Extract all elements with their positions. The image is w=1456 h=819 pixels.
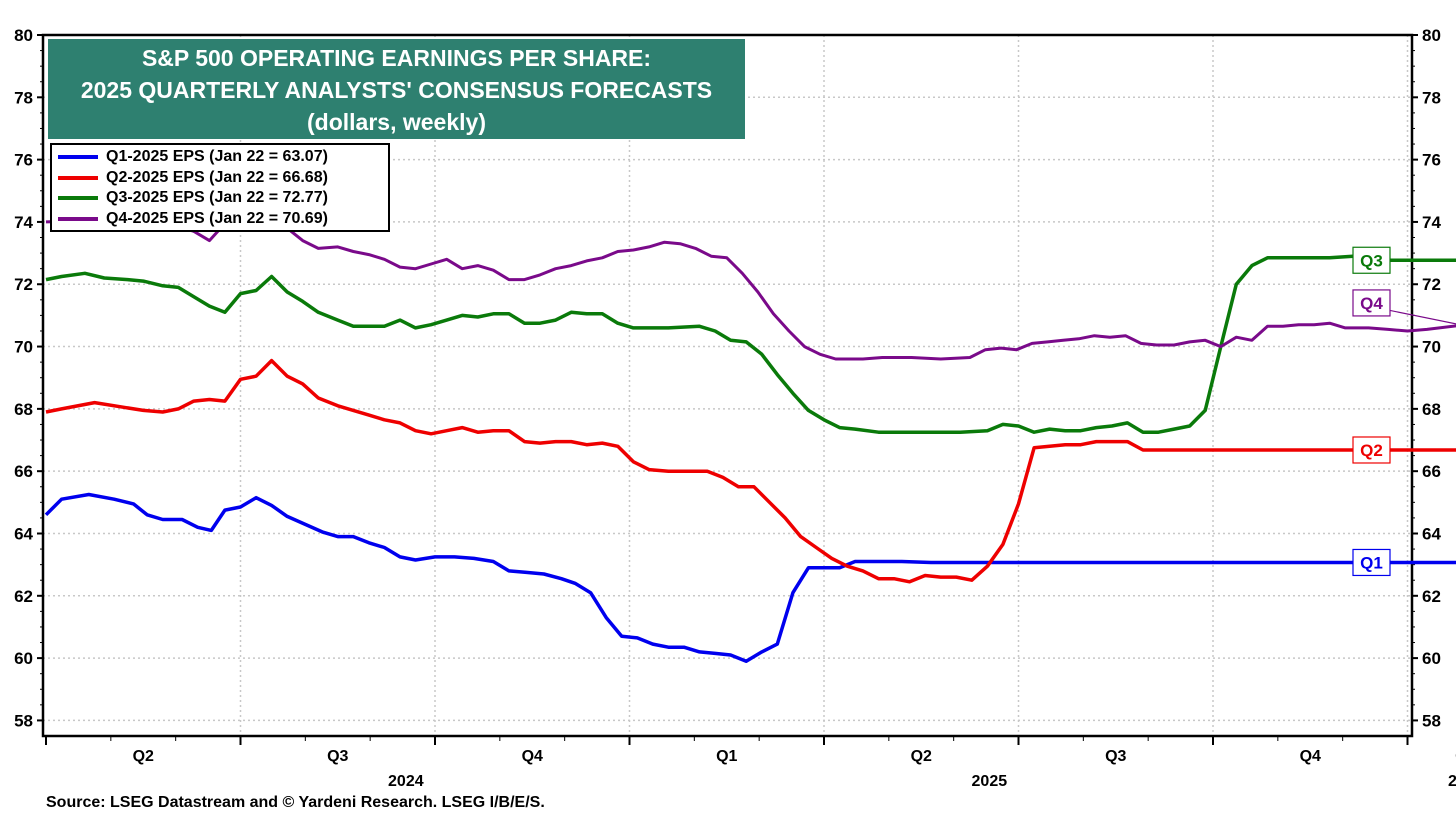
legend-swatch-q3 [58, 196, 98, 201]
y-tick-label-left: 68 [14, 400, 33, 419]
series-line-q1 [44, 492, 1456, 663]
y-tick-label-left: 66 [14, 462, 33, 481]
x-year-label: 2024 [388, 773, 424, 790]
y-tick-label-right: 64 [1422, 524, 1441, 543]
source-note: Source: LSEG Datastream and © Yardeni Re… [46, 794, 545, 811]
end-label-q2: Q2 [1360, 441, 1383, 460]
legend-label-q1: Q1-2025 EPS (Jan 22 = 63.07) [106, 148, 328, 166]
plot-frame [41, 33, 1414, 738]
end-label-q1: Q1 [1360, 553, 1383, 572]
chart-legend: Q1-2025 EPS (Jan 22 = 63.07) Q2-2025 EPS… [50, 143, 390, 232]
legend-swatch-q4 [58, 216, 98, 221]
y-tick-label-left: 80 [14, 26, 33, 45]
x-quarter-label: Q3 [327, 748, 348, 765]
legend-item-q2: Q2-2025 EPS (Jan 22 = 66.68) [58, 168, 382, 189]
end-label-box-q1 [1352, 548, 1391, 577]
y-tick-label-left: 58 [14, 711, 33, 730]
chart-title-line-2: 2025 QUARTERLY ANALYSTS' CONSENSUS FOREC… [80, 77, 713, 103]
x-quarter-label: Q2 [133, 748, 154, 765]
legend-label-q3: Q3-2025 EPS (Jan 22 = 72.77) [106, 189, 328, 207]
legend-label-q2: Q2-2025 EPS (Jan 22 = 66.68) [106, 168, 328, 186]
y-tick-label-left: 70 [14, 338, 33, 357]
end-label-q3: Q3 [1360, 251, 1383, 270]
legend-item-q3: Q3-2025 EPS (Jan 22 = 72.77) [58, 188, 382, 209]
x-year-label: 2025 [972, 773, 1008, 790]
series-line-q4 [45, 217, 1456, 361]
legend-swatch-q1 [58, 155, 98, 160]
y-tick-label-left: 62 [14, 587, 33, 606]
x-quarter-label: Q1 [716, 748, 737, 765]
y-tick-label-right: 58 [1422, 711, 1441, 730]
y-tick-label-left: 64 [14, 524, 33, 543]
y-tick-label-right: 70 [1422, 338, 1441, 357]
x-quarter-label: Q3 [1105, 748, 1126, 765]
series-line-q3 [45, 254, 1456, 434]
chart-title-line-3: (dollars, weekly) [307, 109, 486, 135]
y-tick-label-right: 74 [1422, 213, 1441, 232]
end-label-box-q2 [1352, 436, 1391, 464]
legend-swatch-q2 [58, 175, 98, 180]
y-tick-label-right: 60 [1422, 649, 1441, 668]
legend-item-q4: Q4-2025 EPS (Jan 22 = 70.69) [58, 209, 382, 230]
legend-label-q4: Q4-2025 EPS (Jan 22 = 70.69) [106, 209, 328, 227]
y-tick-label-left: 60 [14, 649, 33, 668]
chart-title-box: S&P 500 OPERATING EARNINGS PER SHARE: 20… [48, 39, 745, 139]
y-tick-label-left: 76 [14, 151, 33, 170]
series-line-q2 [45, 358, 1456, 584]
y-tick-label-right: 76 [1422, 151, 1441, 170]
y-tick-label-left: 72 [14, 275, 33, 294]
end-label-box-q4 [1352, 289, 1391, 317]
x-quarter-label: Q4 [522, 748, 543, 765]
x-quarter-label: Q4 [1300, 748, 1321, 765]
end-label-box-q3 [1352, 246, 1391, 274]
legend-item-q1: Q1-2025 EPS (Jan 22 = 63.07) [58, 147, 382, 168]
y-tick-label-right: 72 [1422, 275, 1441, 294]
y-tick-label-left: 74 [14, 213, 33, 232]
x-year-label: 2026 [1448, 773, 1456, 790]
end-label-q4: Q4 [1360, 294, 1383, 313]
y-tick-label-right: 80 [1422, 26, 1441, 45]
y-tick-label-right: 78 [1422, 88, 1441, 107]
y-tick-label-right: 68 [1422, 400, 1441, 419]
y-tick-label-right: 62 [1422, 587, 1441, 606]
x-quarter-label: Q2 [911, 748, 932, 765]
chart-title-line-1: S&P 500 OPERATING EARNINGS PER SHARE: [141, 45, 652, 71]
y-tick-label-left: 78 [14, 88, 33, 107]
y-tick-label-right: 66 [1422, 462, 1441, 481]
